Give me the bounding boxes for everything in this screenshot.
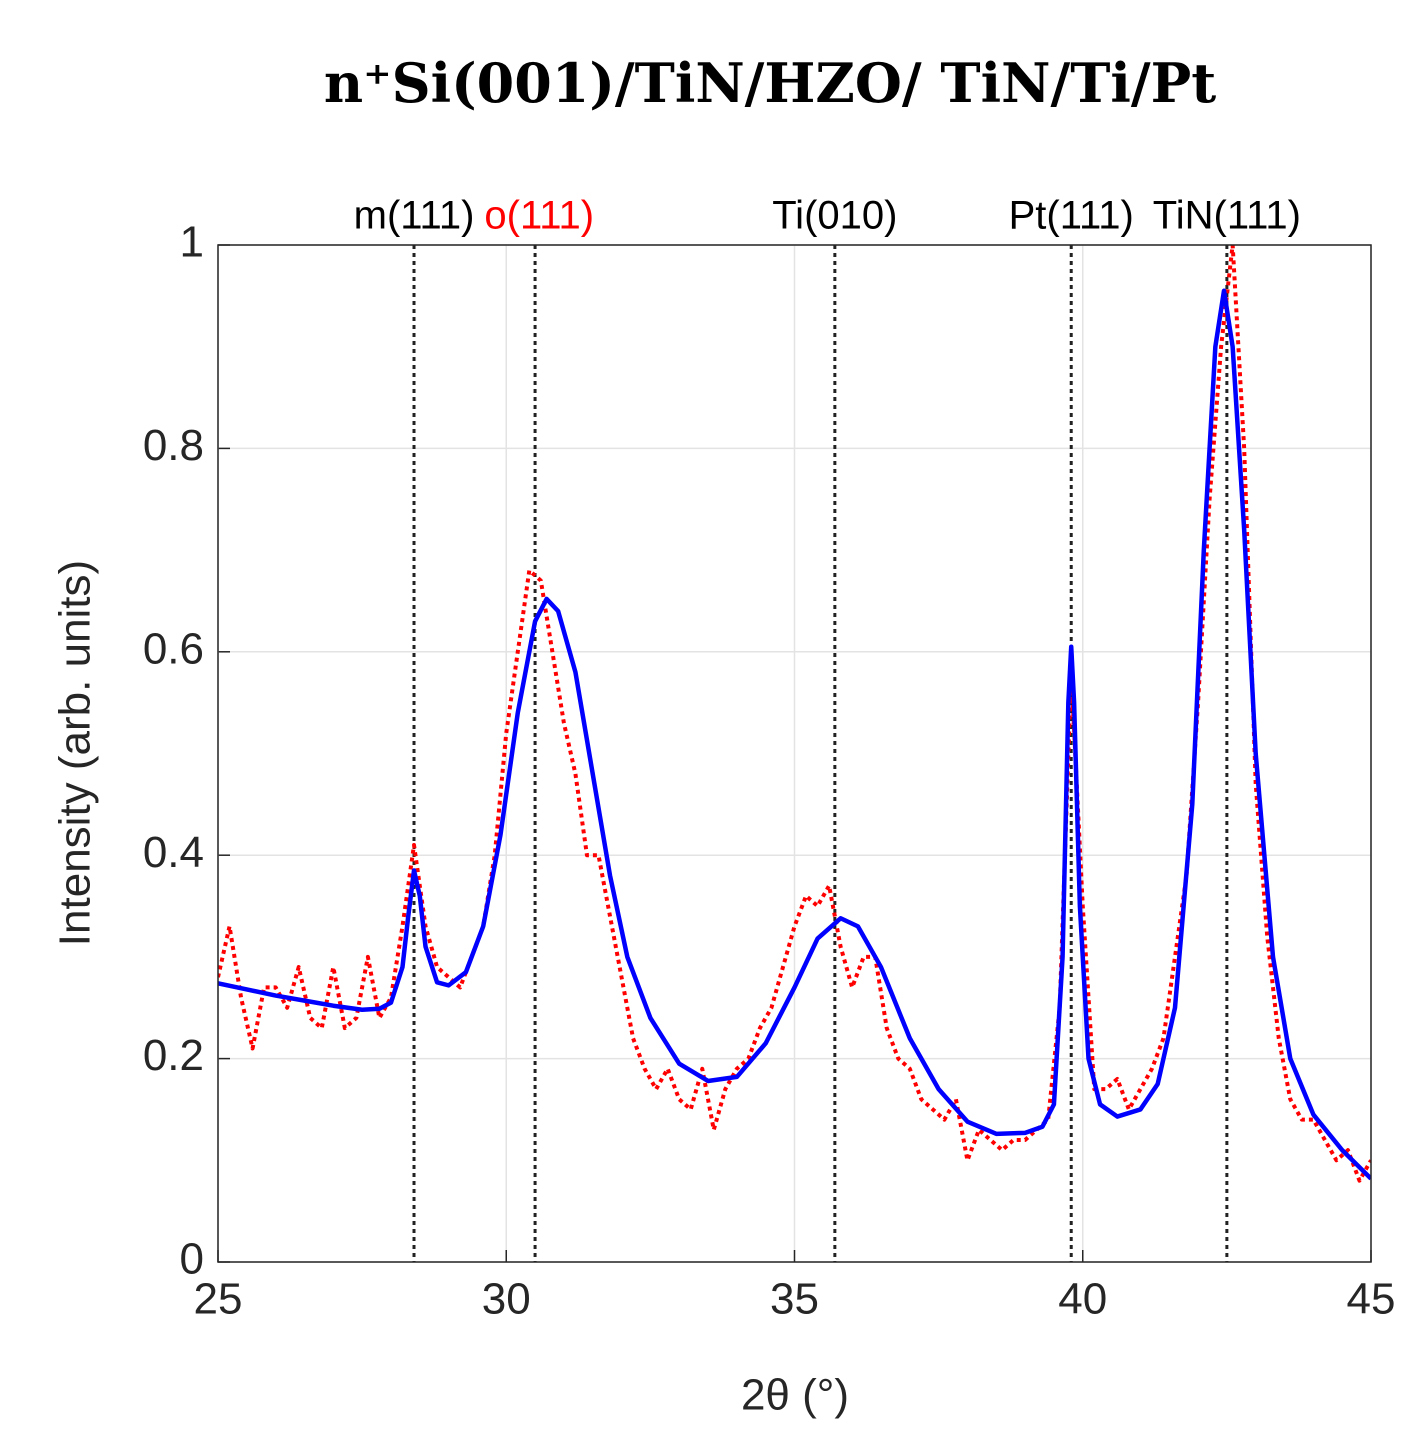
y-tick-label: 0.8: [143, 421, 204, 470]
x-tick-label: 25: [194, 1275, 243, 1324]
peak-label: Ti(010): [772, 194, 897, 238]
y-tick-label: 0.4: [143, 828, 204, 877]
peak-label: o(111): [484, 194, 594, 238]
x-tick-label: 45: [1347, 1275, 1396, 1324]
y-axis-label: Intensity (arb. units): [51, 560, 100, 946]
x-tick-label: 35: [770, 1275, 819, 1324]
data-line: [218, 288, 1371, 1181]
peak-label: m(111): [354, 194, 475, 238]
y-tick-label: 0: [180, 1235, 204, 1284]
x-axis-label: 2θ (°): [741, 1371, 849, 1420]
peak-label: TiN(111): [1153, 194, 1301, 238]
y-tick-label: 0.6: [143, 624, 204, 673]
peak-label: Pt(111): [1009, 194, 1134, 238]
chart-title: n⁺Si(001)/TiN/HZO/ TiN/Ti/Pt: [324, 51, 1216, 115]
x-tick-label: 30: [482, 1275, 531, 1324]
y-tick-label: 0.2: [143, 1031, 204, 1080]
data-line: [218, 245, 1371, 1183]
plot-frame: [217, 244, 1372, 1263]
x-tick-label: 40: [1058, 1275, 1107, 1324]
y-tick-label: 1: [180, 218, 204, 267]
